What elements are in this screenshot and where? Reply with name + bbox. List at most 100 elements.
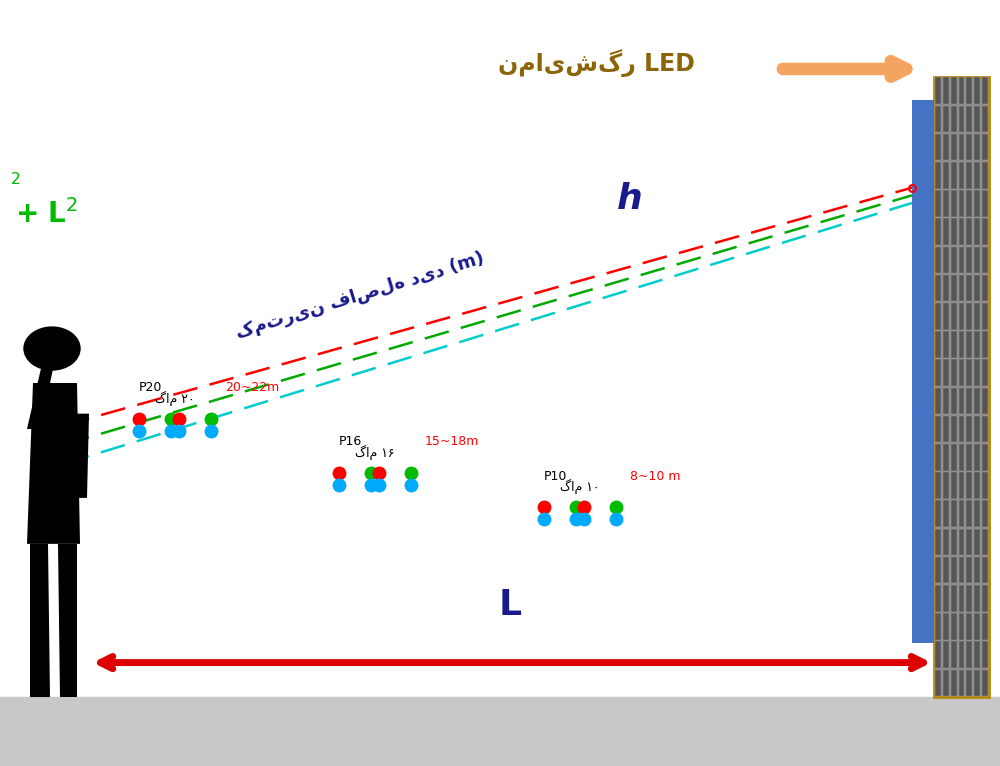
Bar [935, 557, 941, 584]
Bar [966, 218, 972, 245]
Bar [982, 162, 988, 188]
Bar [943, 500, 949, 527]
Bar [951, 106, 957, 133]
Bar [934, 77, 989, 697]
Bar [974, 444, 980, 470]
Bar [966, 500, 972, 527]
Bar [935, 331, 941, 358]
Bar [966, 416, 972, 443]
Bar [943, 472, 949, 499]
Bar [966, 190, 972, 217]
Bar [974, 162, 980, 188]
Bar [974, 77, 980, 104]
Bar [935, 303, 941, 329]
Bar [966, 529, 972, 555]
Bar [974, 388, 980, 414]
Bar [935, 614, 941, 640]
Bar [959, 275, 964, 302]
Bar [959, 614, 964, 640]
Bar [943, 669, 949, 696]
Bar [943, 614, 949, 640]
Bar [951, 331, 957, 358]
Bar [959, 529, 964, 555]
Bar [943, 247, 949, 273]
Bar [959, 218, 964, 245]
Bar [974, 134, 980, 160]
Bar [974, 247, 980, 273]
Bar [966, 106, 972, 133]
Text: P10: P10 [543, 470, 567, 483]
Text: گام ۲۰: گام ۲۰ [155, 391, 195, 406]
Bar [966, 162, 972, 188]
Bar [951, 416, 957, 443]
Bar [982, 444, 988, 470]
Bar [943, 388, 949, 414]
Bar [951, 444, 957, 470]
Bar [982, 388, 988, 414]
Bar [943, 190, 949, 217]
Bar [935, 388, 941, 414]
Bar [959, 359, 964, 386]
Bar [951, 529, 957, 555]
Bar [943, 444, 949, 470]
Bar [974, 557, 980, 584]
Bar [0, 697, 1000, 766]
Bar [974, 106, 980, 133]
Bar [966, 585, 972, 612]
Bar [959, 641, 964, 668]
Bar [959, 444, 964, 470]
Bar [935, 669, 941, 696]
Bar [982, 77, 988, 104]
Circle shape [24, 327, 80, 370]
Bar [974, 641, 980, 668]
Bar [982, 303, 988, 329]
Polygon shape [27, 329, 60, 429]
Bar [951, 77, 957, 104]
Bar [959, 388, 964, 414]
Bar [982, 218, 988, 245]
Bar [982, 472, 988, 499]
Bar [943, 218, 949, 245]
Bar [974, 472, 980, 499]
Text: 15~18m: 15~18m [425, 435, 479, 448]
Bar [951, 472, 957, 499]
Bar [966, 275, 972, 302]
Bar [974, 331, 980, 358]
Bar [974, 275, 980, 302]
Bar [943, 416, 949, 443]
Text: نمایشگر LED: نمایشگر LED [498, 49, 695, 77]
Bar [959, 416, 964, 443]
Bar [982, 500, 988, 527]
Bar [935, 472, 941, 499]
Text: 20~22m: 20~22m [225, 381, 279, 394]
Bar [951, 190, 957, 217]
Bar [982, 416, 988, 443]
Bar [982, 641, 988, 668]
Bar [966, 641, 972, 668]
Bar [935, 162, 941, 188]
Bar [935, 190, 941, 217]
Bar [982, 557, 988, 584]
Bar [943, 641, 949, 668]
Bar [974, 585, 980, 612]
Bar [943, 106, 949, 133]
Bar [943, 359, 949, 386]
Bar [935, 444, 941, 470]
Bar [974, 218, 980, 245]
Bar [951, 557, 957, 584]
Bar [935, 106, 941, 133]
Bar [943, 162, 949, 188]
Bar [951, 247, 957, 273]
Bar [959, 106, 964, 133]
Bar [966, 247, 972, 273]
Bar [982, 247, 988, 273]
Bar [935, 641, 941, 668]
Bar [959, 331, 964, 358]
Text: $^2$: $^2$ [10, 174, 20, 194]
Bar [974, 669, 980, 696]
Bar [951, 275, 957, 302]
Bar [935, 134, 941, 160]
Bar [943, 303, 949, 329]
Text: گام ۱۰: گام ۱۰ [560, 479, 600, 494]
Bar [974, 416, 980, 443]
